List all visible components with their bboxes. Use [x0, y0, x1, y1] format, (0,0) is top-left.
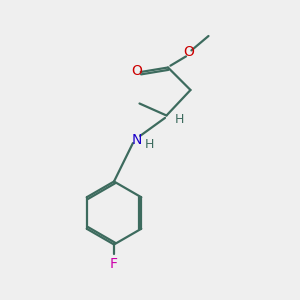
- Text: O: O: [131, 64, 142, 77]
- Text: O: O: [184, 46, 194, 59]
- Text: H: H: [175, 112, 184, 126]
- Text: H: H: [144, 138, 154, 152]
- Text: N: N: [131, 133, 142, 146]
- Text: F: F: [110, 257, 118, 271]
